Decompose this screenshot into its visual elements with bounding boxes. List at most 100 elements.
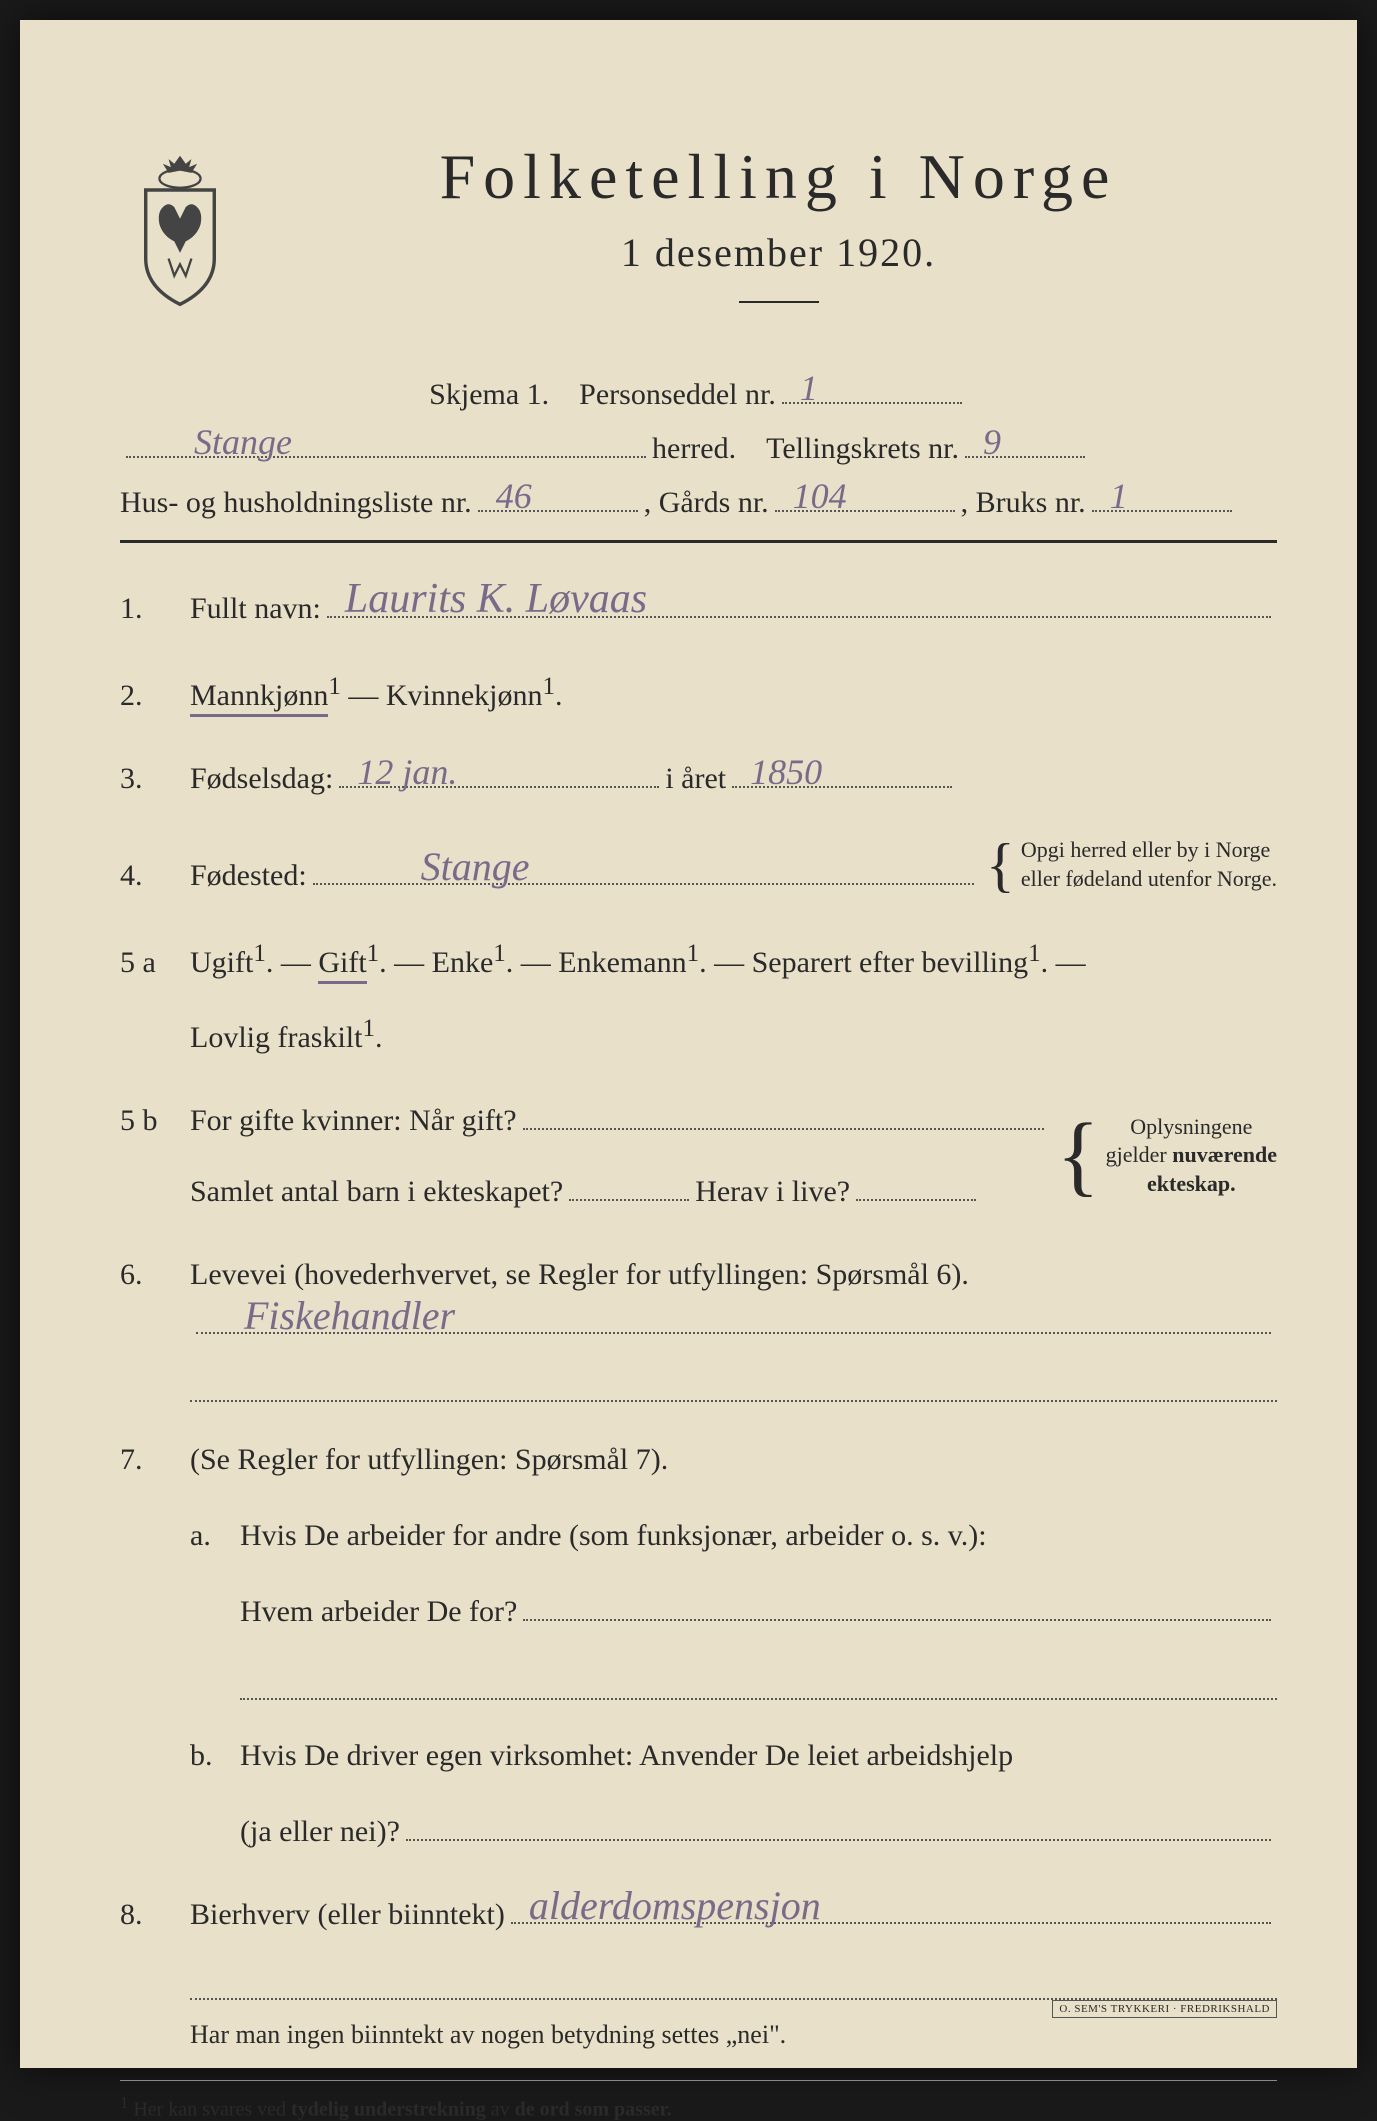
q5b-num: 5 b <box>120 1095 190 1146</box>
q5a-separert: Separert efter bevilling <box>752 946 1029 979</box>
q5b-note-l1: Oplysningene <box>1106 1113 1277 1142</box>
q2-sup1: 1 <box>328 673 341 700</box>
header: Folketelling i Norge 1 desember 1920. <box>120 140 1277 328</box>
q4-note: { Opgi herred eller by i Norge eller fød… <box>980 836 1277 893</box>
skjema-label: Skjema 1. <box>429 378 549 412</box>
tellingskrets-value: 9 <box>975 424 1009 460</box>
coat-of-arms-icon <box>120 150 240 310</box>
q4-note-l2: eller fødeland utenfor Norge. <box>1021 865 1277 894</box>
q3-num: 3. <box>120 753 190 804</box>
q4-note-l1: Opgi herred eller by i Norge <box>1021 836 1277 865</box>
question-2: 2. Mannkjønn1 — Kvinnekjønn1. <box>120 666 1277 721</box>
tellingskrets-field: 9 <box>965 434 1085 458</box>
footnote-sup: 1 <box>120 2093 128 2112</box>
q3-year-label: i året <box>665 753 726 804</box>
q3-year-value: 1850 <box>742 754 830 790</box>
q5b-l2a: Samlet antal barn i ekteskapet? <box>190 1166 563 1217</box>
question-4: 4. Fødested: Stange { Opgi herred eller … <box>120 836 1277 901</box>
question-3: 3. Fødselsdag: 12 jan. i året 1850 <box>120 753 1277 804</box>
question-5b: 5 b For gifte kvinner: Når gift? Samlet … <box>120 1095 1277 1217</box>
bruks-label: , Bruks nr. <box>961 486 1086 520</box>
question-7: 7. (Se Regler for utfyllingen: Spørsmål … <box>120 1434 1277 1857</box>
q7b-l2: (ja eller nei)? <box>240 1806 400 1857</box>
husliste-label: Hus- og husholdningsliste nr. <box>120 486 472 520</box>
personseddel-value: 1 <box>792 370 826 406</box>
q1-label: Fullt navn: <box>190 583 321 634</box>
meta-skjema: Skjema 1. Personseddel nr. 1 <box>120 378 1277 412</box>
q7-label: (Se Regler for utfyllingen: Spørsmål 7). <box>190 1443 668 1476</box>
q7a-num: a. <box>190 1510 240 1561</box>
q3-day-field: 12 jan. <box>339 764 659 788</box>
q5a-fraskilt: Lovlig fraskilt <box>190 1021 362 1054</box>
q5b-barn-field <box>569 1177 689 1201</box>
q2-mann: Mannkjønn <box>190 679 328 717</box>
q5a-ugift: Ugift <box>190 946 253 979</box>
meta-herred: Stange herred. Tellingskrets nr. 9 <box>120 432 1277 466</box>
bruks-field: 1 <box>1092 488 1232 512</box>
q6-value: Fiskehandler <box>236 1296 463 1336</box>
herred-label: herred. <box>652 432 736 466</box>
q1-value: Laurits K. Løvaas <box>337 578 655 620</box>
q5a-gift: Gift <box>318 946 366 984</box>
q2-sup2: 1 <box>542 673 555 700</box>
q6-line2 <box>190 1374 1277 1402</box>
title-block: Folketelling i Norge 1 desember 1920. <box>280 140 1277 328</box>
q4-label: Fødested: <box>190 850 307 901</box>
question-6: 6. Levevei (hovederhvervet, se Regler fo… <box>120 1249 1277 1402</box>
gards-field: 104 <box>775 488 955 512</box>
q8-value: alderdomspensjon <box>521 1886 829 1926</box>
personseddel-label: Personseddel nr. <box>579 378 776 412</box>
q7a-l2: Hvem arbeider De for? <box>240 1586 517 1637</box>
census-form-page: Folketelling i Norge 1 desember 1920. Sk… <box>20 20 1357 2068</box>
meta-hus: Hus- og husholdningsliste nr. 46 , Gårds… <box>120 486 1277 520</box>
q5b-note: { Oplysningene gjelder nuværende ekteska… <box>1050 1113 1277 1199</box>
title-divider <box>739 301 819 303</box>
q1-field: Laurits K. Løvaas <box>327 594 1271 618</box>
bottom-note: Har man ingen biinntekt av nogen betydni… <box>190 2020 1277 2050</box>
q5b-note-bold: nuværende <box>1172 1142 1277 1167</box>
q7b-l1: Hvis De driver egen virksomhet: Anvender… <box>240 1730 1013 1781</box>
footnote: 1 Her kan svares ved tydelig understrekn… <box>120 2080 1277 2121</box>
q5a-num: 5 a <box>120 937 190 988</box>
gards-label: , Gårds nr. <box>644 486 769 520</box>
herred-field: Stange <box>126 434 646 458</box>
q7b-num: b. <box>190 1730 240 1781</box>
q8-num: 8. <box>120 1889 190 1940</box>
q6-field: Fiskehandler <box>196 1310 1271 1334</box>
q5b-l1: For gifte kvinner: Når gift? <box>190 1095 517 1146</box>
gards-value: 104 <box>785 478 855 514</box>
main-title: Folketelling i Norge <box>280 140 1277 214</box>
q7a-l1: Hvis De arbeider for andre (som funksjon… <box>240 1510 987 1561</box>
q4-value: Stange <box>413 847 538 887</box>
q8-label: Bierhverv (eller biinntekt) <box>190 1889 505 1940</box>
q3-year-field: 1850 <box>732 764 952 788</box>
herred-value: Stange <box>186 424 300 460</box>
q4-num: 4. <box>120 850 190 901</box>
q5b-gift-field <box>523 1106 1045 1130</box>
question-1: 1. Fullt navn: Laurits K. Løvaas <box>120 583 1277 634</box>
q3-day-value: 12 jan. <box>349 754 465 790</box>
q7a-line2 <box>240 1672 1277 1700</box>
q5b-l2b: Herav i live? <box>695 1166 850 1217</box>
q5b-live-field <box>856 1177 976 1201</box>
question-8: 8. Bierhverv (eller biinntekt) alderdoms… <box>120 1889 1277 1940</box>
brace-icon: { <box>1056 1129 1099 1183</box>
personseddel-field: 1 <box>782 380 962 404</box>
bruks-value: 1 <box>1102 478 1136 514</box>
separator <box>120 540 1277 543</box>
q5b-note-l3: ekteskap. <box>1147 1171 1236 1196</box>
tellingskrets-label: Tellingskrets nr. <box>766 432 959 466</box>
husliste-value: 46 <box>488 478 540 514</box>
brace-icon: { <box>986 847 1015 883</box>
husliste-field: 46 <box>478 488 638 512</box>
q6-label: Levevei (hovederhvervet, se Regler for u… <box>190 1258 969 1291</box>
q6-num: 6. <box>120 1249 190 1300</box>
q8-line2 <box>190 1972 1277 2000</box>
q7b-field <box>406 1817 1271 1841</box>
printer-mark: O. SEM'S TRYKKERI · FREDRIKSHALD <box>1052 2000 1277 2018</box>
q8-field: alderdomspensjon <box>511 1900 1271 1924</box>
q3-label: Fødselsdag: <box>190 753 333 804</box>
q5a-enkemann: Enkemann <box>558 946 686 979</box>
q7a-field <box>523 1597 1271 1621</box>
q1-num: 1. <box>120 583 190 634</box>
